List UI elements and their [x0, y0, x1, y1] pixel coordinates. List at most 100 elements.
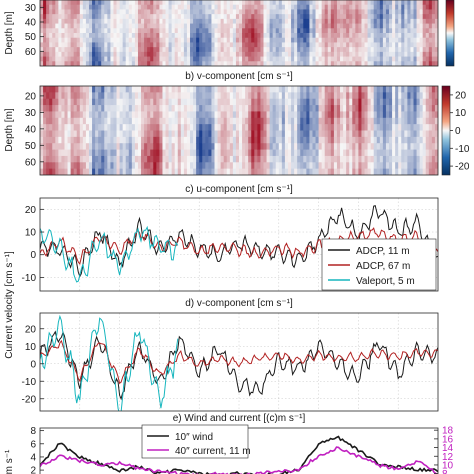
heatmap-cell [367, 105, 372, 112]
heatmap-cell [306, 105, 310, 112]
heatmap-cell [52, 51, 56, 57]
heatmap-cell [312, 56, 316, 62]
heatmap-cell [336, 56, 341, 62]
heatmap-cell [40, 23, 44, 29]
heatmap-cell [229, 23, 234, 29]
panel-c-title: c) u-component [cm s⁻¹] [185, 184, 293, 195]
heatmap-cell [287, 130, 292, 138]
heatmap-cell [242, 28, 246, 34]
heatmap-cell [410, 9, 414, 15]
heatmap-cell [104, 14, 108, 20]
heatmap-cell [61, 130, 65, 138]
heatmap-cell [425, 47, 430, 53]
heatmap-cell [141, 98, 145, 106]
heatmap-cell [95, 9, 99, 15]
heatmap-cell [434, 56, 438, 62]
heatmap-cell [422, 9, 427, 15]
heatmap-cell [214, 92, 218, 100]
heatmap-cell [119, 130, 124, 138]
heatmap-cell [116, 162, 120, 170]
heatmap-cell [199, 51, 203, 57]
heatmap-cell [153, 0, 157, 6]
heatmap-cell [361, 33, 365, 39]
heatmap-cell [425, 143, 430, 150]
heatmap-cell [226, 0, 231, 6]
heatmap-cell [61, 33, 65, 39]
panel-b-y-tick-label-1: 30 [25, 108, 37, 119]
heatmap-cell [291, 143, 295, 150]
panel-b-y-tick-label-4: 60 [25, 157, 37, 168]
heatmap-cell [43, 155, 47, 163]
heatmap-cell [309, 136, 313, 144]
heatmap-cell [235, 23, 240, 29]
heatmap-cell [232, 42, 237, 48]
heatmap-cell [324, 9, 329, 15]
heatmap-cell [266, 86, 271, 93]
heatmap-cell [162, 143, 166, 150]
heatmap-cell [202, 33, 206, 39]
heatmap-cell [217, 143, 222, 150]
heatmap-cell [407, 47, 411, 53]
heatmap-cell [202, 168, 206, 175]
heatmap-cell [422, 33, 427, 39]
heatmap-cell [168, 105, 173, 112]
heatmap-cell [162, 117, 166, 125]
heatmap-cell [284, 155, 289, 163]
heatmap-cell [58, 51, 62, 57]
heatmap-cell [416, 130, 421, 138]
heatmap-cell [193, 149, 197, 157]
heatmap-cell [82, 168, 87, 175]
heatmap-cell [208, 136, 212, 144]
heatmap-cell [318, 47, 323, 53]
heatmap-cell [398, 37, 402, 43]
heatmap-cell [137, 14, 142, 20]
heatmap-cell [297, 149, 301, 157]
heatmap-cell [281, 23, 286, 29]
heatmap-cell [275, 61, 280, 66]
heatmap-cell [428, 47, 433, 53]
heatmap-cell [373, 143, 378, 150]
heatmap-cell [248, 130, 252, 138]
heatmap-cell [300, 47, 304, 53]
heatmap-cell [367, 155, 372, 163]
heatmap-cell [364, 0, 368, 6]
heatmap-cell [76, 143, 81, 150]
heatmap-cell [336, 4, 341, 10]
heatmap-cell [162, 155, 166, 163]
heatmap-cell [88, 61, 93, 66]
heatmap-cell [382, 0, 387, 6]
heatmap-cell [104, 61, 108, 66]
heatmap-cell [104, 47, 108, 53]
heatmap-cell [370, 98, 375, 106]
heatmap-cell [278, 162, 283, 170]
heatmap-cell [284, 149, 289, 157]
heatmap-cell [294, 136, 298, 144]
heatmap-cell [128, 56, 133, 62]
heatmap-cell [159, 105, 163, 112]
heatmap-cell [70, 37, 75, 43]
heatmap-cell [202, 155, 206, 163]
heatmap-cell [122, 86, 127, 93]
heatmap-cell [95, 155, 99, 163]
heatmap-cell [79, 0, 84, 6]
heatmap-cell [131, 37, 136, 43]
heatmap-cell [281, 162, 286, 170]
heatmap-cell [144, 18, 148, 24]
heatmap-cell [419, 56, 424, 62]
heatmap-cell [67, 47, 72, 53]
heatmap-cell [183, 162, 188, 170]
heatmap-cell [330, 105, 335, 112]
heatmap-cell [281, 149, 286, 157]
heatmap-cell [137, 61, 142, 66]
heatmap-cell [113, 47, 117, 53]
heatmap-cell [315, 98, 319, 106]
heatmap-cell [422, 56, 427, 62]
heatmap-cell [137, 143, 142, 150]
heatmap-cell [425, 117, 430, 125]
heatmap-cell [260, 117, 264, 125]
heatmap-cell [174, 9, 179, 15]
heatmap-cell [275, 111, 280, 119]
heatmap-cell [137, 98, 142, 106]
heatmap-cell [401, 4, 405, 10]
heatmap-cell [82, 18, 87, 24]
